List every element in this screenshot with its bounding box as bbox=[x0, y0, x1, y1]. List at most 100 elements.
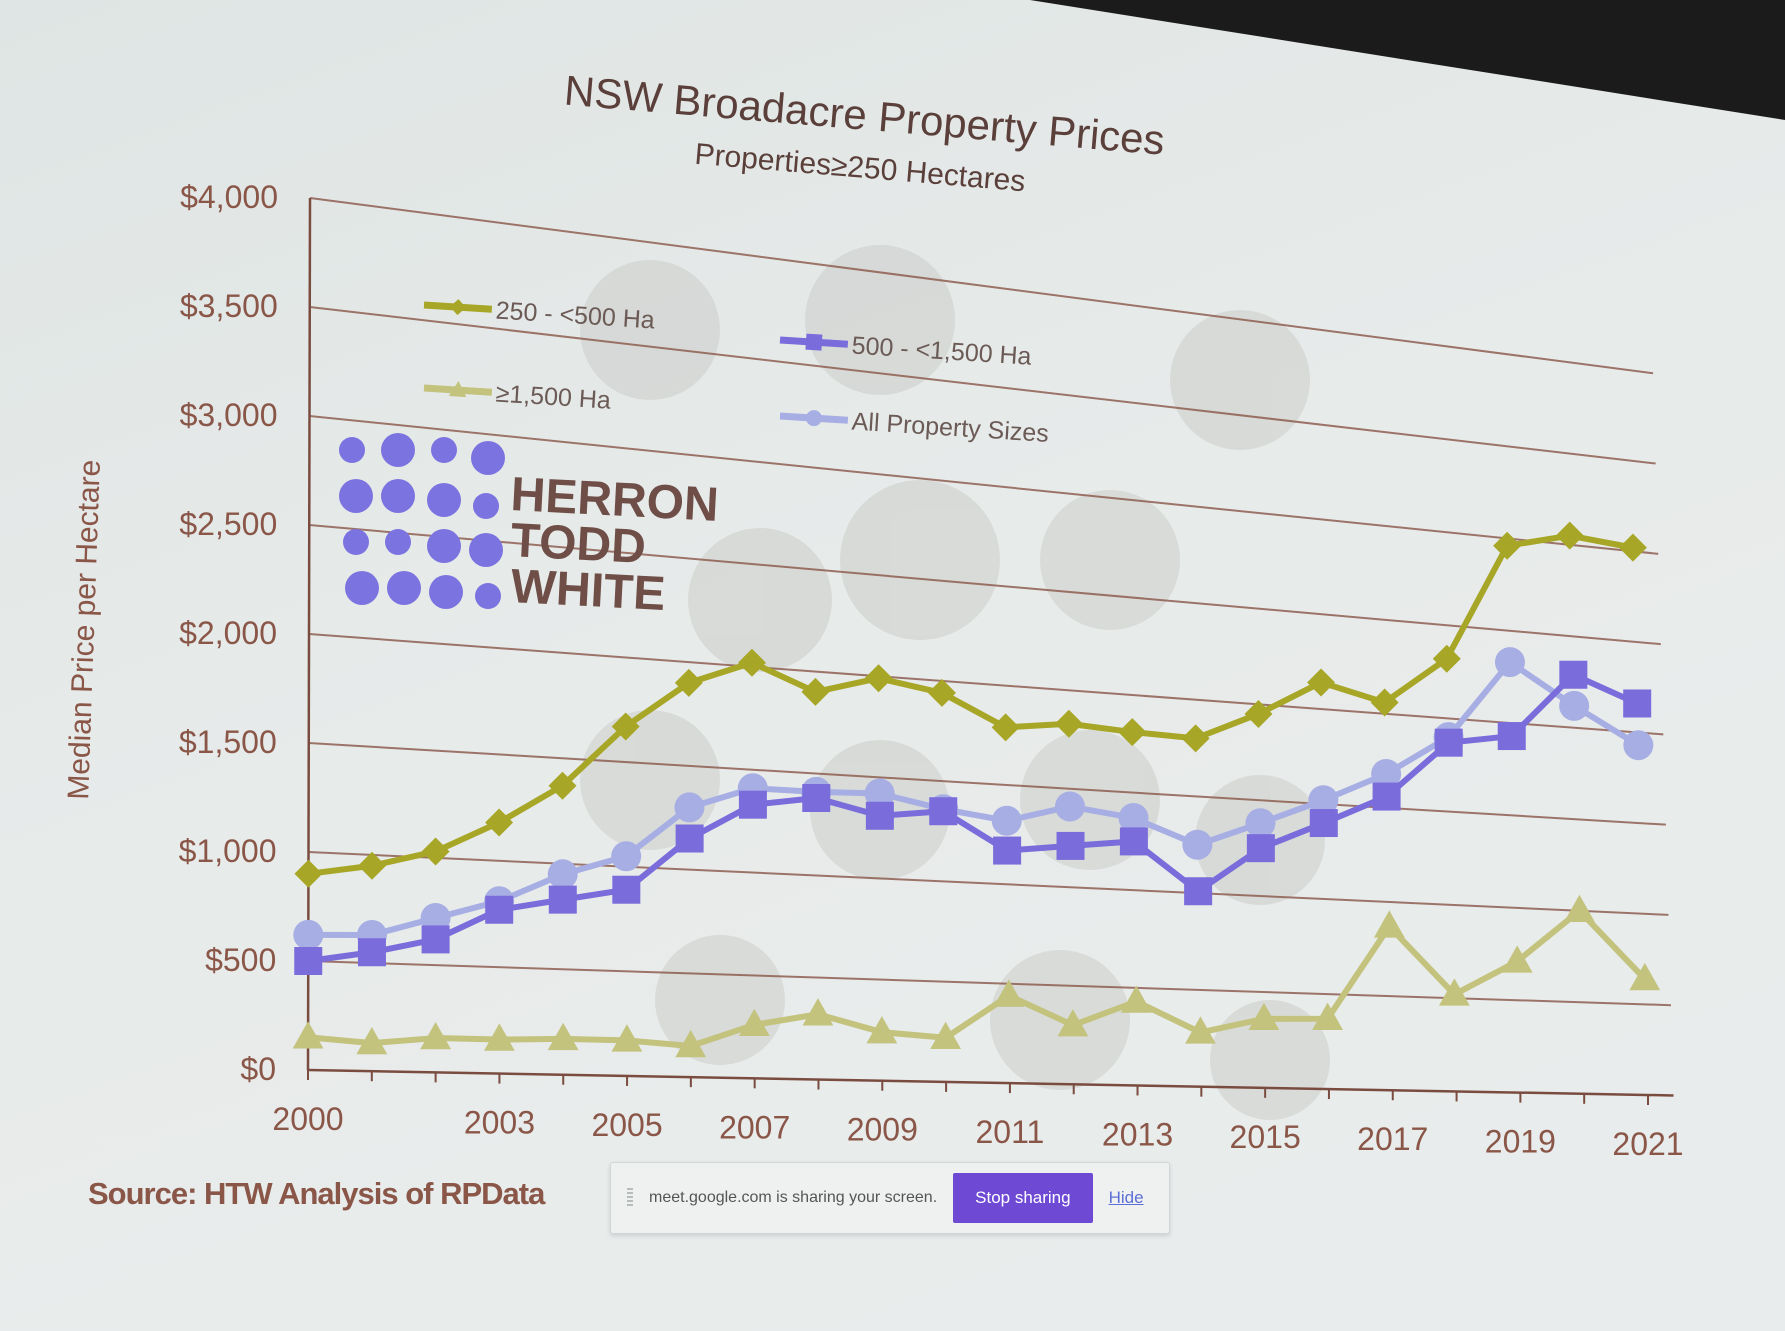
data-point bbox=[1559, 660, 1588, 689]
data-point bbox=[1438, 978, 1470, 1006]
axes bbox=[306, 197, 1674, 1105]
series-line bbox=[307, 907, 1647, 1050]
logo-dot bbox=[473, 493, 499, 519]
logo-dot bbox=[431, 437, 457, 463]
data-point bbox=[485, 808, 514, 837]
data-point bbox=[448, 380, 467, 398]
data-point bbox=[738, 790, 767, 819]
logo-text-line: HERRON bbox=[509, 468, 720, 532]
data-point bbox=[1629, 962, 1661, 991]
data-point bbox=[358, 851, 387, 880]
data-point bbox=[1434, 728, 1463, 757]
data-point bbox=[421, 837, 450, 866]
data-point bbox=[1501, 945, 1533, 973]
gridline bbox=[308, 633, 1664, 736]
data-point bbox=[1312, 1002, 1343, 1030]
data-point bbox=[737, 648, 766, 677]
data-point bbox=[1244, 699, 1273, 728]
gridline bbox=[308, 960, 1672, 1007]
data-point bbox=[991, 805, 1022, 836]
x-tick-label: 2009 bbox=[847, 1112, 918, 1148]
drag-handle-icon[interactable] bbox=[627, 1188, 633, 1208]
hide-link[interactable]: Hide bbox=[1108, 1188, 1144, 1207]
data-point bbox=[1181, 724, 1210, 753]
data-point bbox=[611, 841, 642, 872]
data-point bbox=[483, 1023, 515, 1051]
data-point bbox=[292, 1021, 324, 1049]
gridline bbox=[309, 306, 1656, 465]
data-point bbox=[1493, 531, 1522, 560]
data-point bbox=[1370, 688, 1399, 717]
x-tick-label: 2003 bbox=[464, 1105, 535, 1141]
series-group bbox=[292, 894, 1661, 1058]
data-point bbox=[738, 1008, 770, 1037]
data-point bbox=[293, 919, 324, 950]
data-point bbox=[611, 712, 640, 741]
logo-dot bbox=[345, 571, 379, 605]
y-axis-label: Median Price per Hectare bbox=[62, 459, 107, 800]
x-tick-label: 2019 bbox=[1485, 1124, 1556, 1160]
x-tick-labels: 2000 2003 2005 2007 2009 2011 2013 2015 2017 2019… bbox=[272, 1101, 1683, 1162]
x-tick-label: 2013 bbox=[1102, 1116, 1173, 1152]
data-point bbox=[421, 925, 450, 954]
source-note: Source: HTW Analysis of RPData bbox=[88, 1176, 545, 1211]
data-point bbox=[801, 677, 830, 706]
data-point bbox=[1497, 722, 1526, 751]
watermark-shape bbox=[840, 480, 1000, 640]
legend-label: ≥1,500 Ha bbox=[495, 380, 612, 415]
y-tick-label: $3,000 bbox=[180, 397, 278, 433]
data-point bbox=[1618, 533, 1647, 562]
stop-sharing-button[interactable]: Stop sharing bbox=[953, 1173, 1093, 1223]
y-tick-label: $4,000 bbox=[180, 179, 278, 215]
data-point bbox=[674, 792, 705, 823]
x-axis bbox=[307, 1068, 1674, 1097]
gridline bbox=[308, 742, 1666, 826]
watermark-shape bbox=[580, 260, 720, 400]
logo-dot bbox=[339, 437, 365, 463]
watermark-shape bbox=[1170, 310, 1310, 450]
data-point bbox=[1119, 827, 1148, 856]
data-point bbox=[612, 875, 641, 904]
data-point bbox=[611, 1024, 643, 1052]
data-point bbox=[1308, 785, 1339, 816]
data-point bbox=[1057, 1009, 1089, 1037]
data-point bbox=[993, 836, 1022, 865]
data-point bbox=[675, 1029, 707, 1058]
x-tick-label: 2021 bbox=[1612, 1126, 1683, 1162]
gridline bbox=[308, 851, 1669, 916]
watermark-shape bbox=[805, 245, 955, 395]
data-point bbox=[1373, 910, 1405, 938]
logo-text-line: TODD bbox=[509, 514, 647, 574]
data-point bbox=[420, 1021, 452, 1050]
series-group bbox=[294, 660, 1652, 975]
logo-dot bbox=[429, 575, 463, 609]
gridline bbox=[309, 524, 1661, 646]
gridlines bbox=[308, 197, 1672, 1007]
y-tick-label: $1,000 bbox=[179, 833, 277, 869]
data-point bbox=[1054, 791, 1085, 822]
data-point bbox=[547, 1022, 579, 1051]
chart-title: NSW Broadacre Property Prices bbox=[562, 67, 1166, 164]
data-point bbox=[1559, 690, 1590, 721]
data-point bbox=[1623, 730, 1654, 761]
screen-share-bar: meet.google.com is sharing your screen. … bbox=[610, 1162, 1170, 1234]
data-point bbox=[1246, 834, 1275, 863]
data-point bbox=[1623, 689, 1652, 718]
data-point bbox=[866, 1016, 898, 1044]
y-tick-label: $0 bbox=[240, 1051, 276, 1087]
logo-dot bbox=[469, 533, 503, 567]
data-point bbox=[930, 1021, 962, 1049]
legend-item: All Property Sizes bbox=[779, 408, 1050, 448]
data-point bbox=[1494, 647, 1525, 678]
logo-dot bbox=[475, 583, 501, 609]
data-point bbox=[1245, 808, 1276, 839]
logo-dot bbox=[381, 479, 415, 513]
logo-dot bbox=[387, 571, 421, 605]
x-tick-label: 2017 bbox=[1357, 1121, 1428, 1157]
series-line bbox=[308, 659, 1640, 938]
x-tick-label: 2000 bbox=[272, 1101, 343, 1137]
data-point bbox=[802, 784, 831, 813]
logo-dot bbox=[427, 483, 461, 517]
